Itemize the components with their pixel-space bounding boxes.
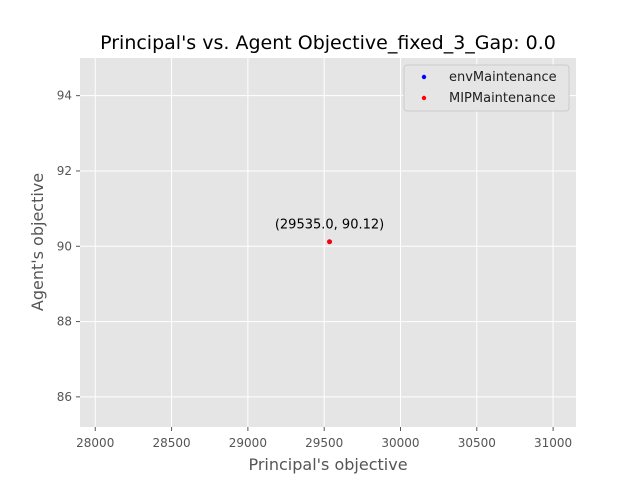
- annotations: (29535.0, 90.12): [275, 218, 384, 233]
- y-tick-labels: 86 88 90 92 94: [57, 89, 80, 404]
- x-tick-labels: 28000 28500 29000 29500 30000 30500 31000: [76, 427, 572, 450]
- x-tick-label: 28000: [76, 436, 114, 450]
- point-annotation: (29535.0, 90.12): [275, 218, 384, 233]
- y-tick-label: 90: [57, 239, 72, 253]
- x-axis-label: Principal's objective: [248, 455, 407, 474]
- legend-label-envmaintenance: envMaintenance: [449, 70, 557, 85]
- y-axis-label: Agent's objective: [28, 173, 47, 311]
- x-tick-label: 29000: [229, 436, 267, 450]
- legend-marker-envmaintenance: [421, 74, 427, 80]
- y-tick-label: 88: [57, 315, 72, 329]
- legend-label-mipmaintenance: MIPMaintenance: [449, 91, 556, 106]
- y-tick-label: 92: [57, 164, 72, 178]
- grid-lines: [80, 58, 576, 427]
- legend-marker-mipmaintenance: [421, 95, 427, 101]
- y-tick-label: 94: [57, 89, 72, 103]
- x-tick-label: 31000: [534, 436, 572, 450]
- x-tick-label: 29500: [305, 436, 343, 450]
- x-tick-label: 30500: [458, 436, 496, 450]
- x-tick-label: 30000: [381, 436, 419, 450]
- data-point-mipmaintenance: [327, 239, 332, 245]
- data-points: [327, 239, 332, 245]
- y-tick-label: 86: [57, 390, 72, 404]
- legend: envMaintenance MIPMaintenance: [403, 64, 570, 112]
- legend-box: [403, 64, 570, 112]
- x-tick-label: 28500: [152, 436, 190, 450]
- chart-title: Principal's vs. Agent Objective_fixed_3_…: [100, 32, 556, 54]
